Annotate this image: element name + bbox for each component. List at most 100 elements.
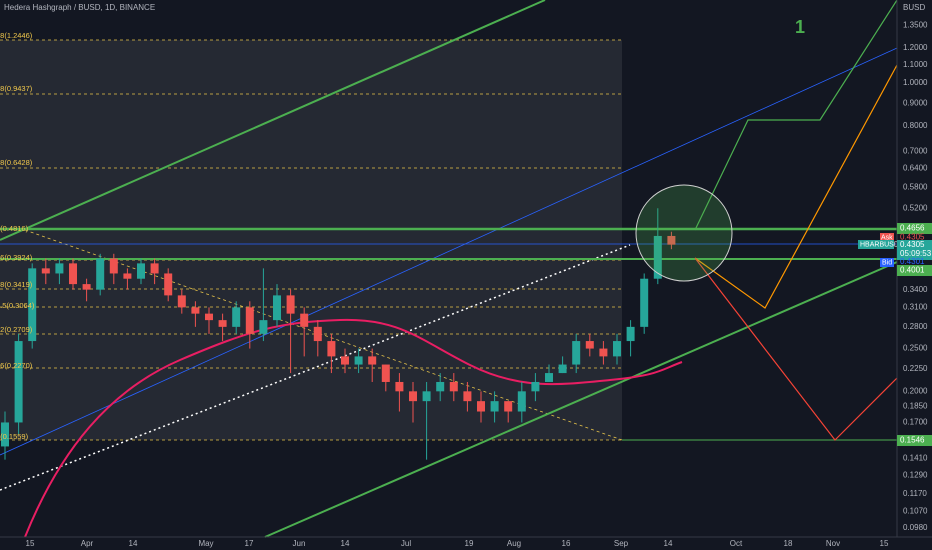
candle-body: [245, 307, 254, 334]
time-label: 17: [245, 539, 254, 548]
candle-body: [109, 258, 118, 274]
moving-average: [24, 318, 683, 538]
price-tick-label: 0.0980: [903, 523, 928, 532]
price-tick-label: 0.1290: [903, 470, 928, 479]
badge: 0.4656: [900, 224, 925, 233]
candle-body: [28, 268, 37, 342]
time-label: Oct: [730, 539, 743, 548]
price-tick-label: 0.8000: [903, 121, 928, 130]
price-tick-label: 0.6400: [903, 164, 928, 173]
fib-label: 86(0.2270): [0, 361, 33, 370]
price-tick-label: 0.2250: [903, 364, 928, 373]
candle-body: [504, 401, 513, 412]
price-tick-label: 0.1410: [903, 453, 928, 462]
blue-trendline: [0, 47, 898, 456]
time-label: 19: [465, 539, 474, 548]
badge-tag: HBARBUSD: [860, 241, 899, 248]
price-ticks: 1.3500 1.2000 1.1000 1.0000 0.9000 0.8000 0.70…: [903, 21, 928, 533]
fib-label: 18(0.3419): [0, 280, 33, 289]
time-label: Jul: [401, 539, 411, 548]
price-badges: 0.4656 Ask 0.4305 HBARBUSD 0.4305 05:09:…: [858, 223, 932, 446]
candle-body: [123, 273, 132, 279]
candle-body: [381, 364, 390, 382]
candle-body: [300, 313, 309, 327]
candle-body: [327, 341, 336, 357]
candle-body: [463, 391, 472, 402]
candle-body: [232, 307, 241, 327]
badge: 0.4001: [900, 266, 925, 275]
candle-body: [640, 278, 649, 327]
candle-body: [531, 381, 540, 392]
time-label: Nov: [826, 539, 840, 548]
candle-body: [164, 273, 173, 296]
price-tick-label: 0.1700: [903, 418, 928, 427]
price-tick-label: 0.3100: [903, 302, 928, 311]
badge: 0.4305: [900, 233, 925, 242]
price-tick-label: 1.2000: [903, 43, 928, 52]
price-tick-label: 0.1850: [903, 401, 928, 410]
time-label: Jun: [293, 539, 306, 548]
title: Hedera Hashgraph / BUSD, 1D, BINANCE: [4, 3, 155, 12]
candle-body: [572, 341, 581, 365]
time-label: 15: [26, 539, 35, 548]
badge-tag: Bid: [882, 259, 892, 266]
candle-body: [96, 258, 105, 290]
candle-body: [517, 391, 526, 412]
time-label: 14: [664, 539, 673, 548]
fib-label: 0.5(0.3064): [0, 301, 35, 310]
fib-label: 86(0.3924): [0, 253, 33, 262]
candle-body: [409, 391, 417, 402]
candle-body: [667, 235, 676, 245]
candle-body: [341, 356, 349, 365]
badge: 0.4301: [900, 257, 925, 266]
candle-body: [395, 381, 404, 392]
candle-body: [218, 320, 227, 327]
candle-body: [613, 341, 621, 357]
badge-tag: Ask: [881, 234, 893, 241]
countdown: 05:09:53: [900, 249, 932, 258]
time-label: Sep: [614, 539, 629, 548]
candle-body: [558, 364, 567, 374]
time-label: Aug: [507, 539, 521, 548]
candle-body: [422, 391, 431, 402]
candle-body: [354, 356, 363, 365]
time-label: 16: [562, 539, 571, 548]
badge: 0.1546: [900, 436, 925, 445]
fib-label: 0(0.1559): [0, 432, 29, 441]
candle-body: [82, 284, 91, 290]
candle-body: [177, 295, 186, 308]
candle-body: [490, 401, 499, 412]
price-tick-label: 0.2800: [903, 322, 928, 331]
candle-body: [150, 263, 159, 274]
green-lines: [0, 0, 898, 538]
highlight-circle: [635, 184, 733, 282]
price-tick-label: 0.2500: [903, 344, 928, 353]
price-tick-label: 1.0000: [903, 78, 928, 87]
price-tick-label: 1.1000: [903, 60, 928, 69]
time-label: 18: [784, 539, 793, 548]
price-tick-label: 0.1170: [903, 489, 927, 498]
orange-projection: [694, 64, 898, 309]
candle-body: [191, 307, 200, 314]
candle-body: [14, 341, 23, 423]
candle-body: [313, 326, 322, 342]
time-axis: 15 Apr 14 May 17 Jun 14 Jul 19 Aug 16 Sep 14 Oct 18 Nov…: [26, 539, 889, 548]
time-label: 15: [880, 539, 889, 548]
price-tick-label: 0.3400: [903, 285, 928, 294]
candles: [1, 208, 676, 460]
candle-body: [286, 295, 295, 314]
price-tick-label: 1.3500: [903, 21, 928, 30]
price-tick-label: 0.5200: [903, 203, 928, 212]
time-label: May: [198, 539, 213, 548]
candle-body: [259, 320, 268, 334]
price-tick-label: 0.1070: [903, 506, 928, 515]
candle-body: [55, 263, 64, 274]
candle-body: [545, 373, 553, 382]
fib-label: 18(0.6428): [0, 158, 33, 167]
candle-body: [273, 295, 281, 321]
price-tick-label: 0.7000: [903, 146, 928, 155]
candle-body: [585, 341, 594, 349]
price-tick-label: 0.2000: [903, 386, 928, 395]
